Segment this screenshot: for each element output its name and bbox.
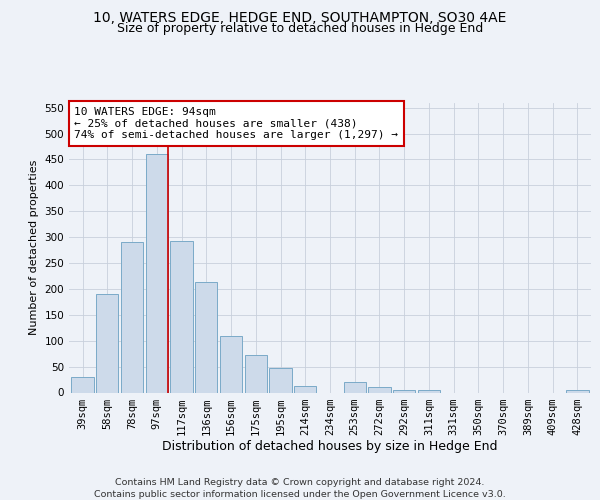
Bar: [245, 354, 267, 393]
Bar: [269, 368, 292, 392]
Bar: [368, 388, 391, 392]
Bar: [418, 390, 440, 392]
Text: 10, WATERS EDGE, HEDGE END, SOUTHAMPTON, SO30 4AE: 10, WATERS EDGE, HEDGE END, SOUTHAMPTON,…: [94, 11, 506, 25]
Bar: [121, 242, 143, 392]
X-axis label: Distribution of detached houses by size in Hedge End: Distribution of detached houses by size …: [162, 440, 498, 454]
Bar: [344, 382, 366, 392]
Bar: [393, 390, 415, 392]
Bar: [71, 377, 94, 392]
Bar: [146, 154, 168, 392]
Bar: [220, 336, 242, 392]
Bar: [566, 390, 589, 392]
Text: Size of property relative to detached houses in Hedge End: Size of property relative to detached ho…: [117, 22, 483, 35]
Y-axis label: Number of detached properties: Number of detached properties: [29, 160, 39, 335]
Text: 10 WATERS EDGE: 94sqm
← 25% of detached houses are smaller (438)
74% of semi-det: 10 WATERS EDGE: 94sqm ← 25% of detached …: [74, 107, 398, 140]
Bar: [96, 294, 118, 392]
Bar: [170, 241, 193, 392]
Bar: [195, 282, 217, 393]
Text: Contains HM Land Registry data © Crown copyright and database right 2024.
Contai: Contains HM Land Registry data © Crown c…: [94, 478, 506, 499]
Bar: [294, 386, 316, 392]
